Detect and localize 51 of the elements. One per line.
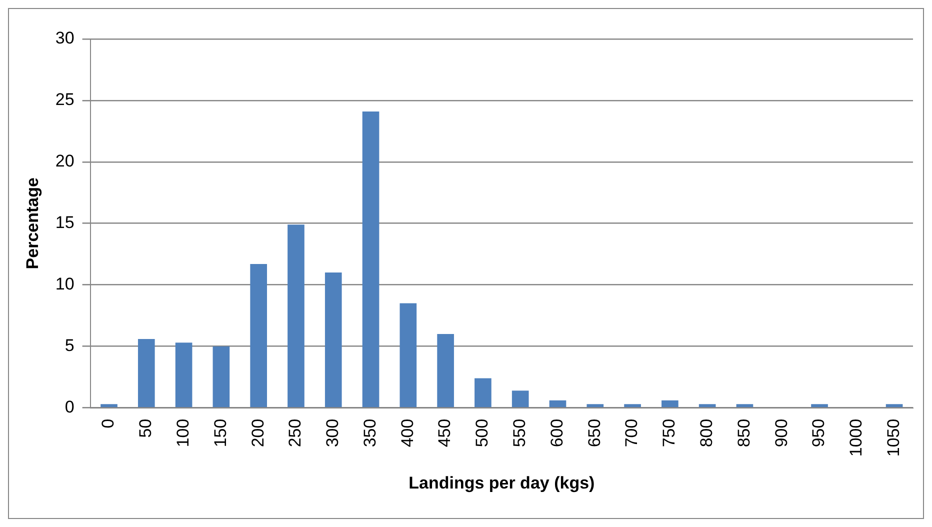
bar — [811, 404, 828, 408]
x-tick-label: 0 — [98, 418, 118, 428]
bar — [212, 346, 230, 408]
x-tick-label: 1000 — [846, 418, 866, 457]
x-tick-label: 150 — [210, 418, 230, 448]
y-tick-label: 10 — [55, 274, 74, 294]
bar — [549, 400, 566, 408]
x-tick-label: 650 — [584, 418, 604, 448]
y-tick-label: 25 — [55, 90, 74, 110]
y-tick-label: 15 — [55, 213, 74, 232]
bar — [698, 404, 716, 408]
x-tick-label: 600 — [547, 418, 566, 448]
x-tick-label: 750 — [660, 418, 679, 448]
x-tick-label: 300 — [323, 418, 342, 448]
x-tick-label: 550 — [510, 418, 530, 448]
x-tick-label: 100 — [173, 418, 192, 448]
bar — [250, 264, 267, 408]
x-tick-label: 400 — [398, 418, 417, 448]
x-tick-label: 700 — [622, 418, 642, 448]
x-tick-label: 500 — [472, 418, 492, 448]
bar — [586, 404, 604, 408]
bar — [175, 342, 192, 408]
bar — [324, 272, 342, 408]
bar — [736, 404, 754, 408]
bar — [288, 224, 304, 408]
y-tick-label: 5 — [64, 336, 74, 356]
x-tick-label: 50 — [136, 418, 156, 438]
bar — [400, 303, 417, 408]
y-tick-label: 30 — [55, 28, 74, 48]
bar — [662, 400, 678, 408]
bar — [138, 338, 155, 408]
x-tick-label: 850 — [734, 418, 754, 448]
x-axis-title: Landings per day (kgs) — [408, 473, 595, 492]
y-tick-label: 0 — [64, 397, 74, 416]
bar — [474, 378, 492, 408]
x-tick-label: 950 — [809, 418, 828, 448]
x-tick-label: 350 — [360, 418, 380, 448]
x-tick-label: 200 — [248, 418, 268, 448]
x-tick-label: 1050 — [884, 418, 903, 457]
bar — [437, 334, 454, 408]
bar — [512, 390, 529, 408]
bar — [886, 404, 903, 408]
bar — [100, 404, 118, 408]
y-tick-label: 20 — [55, 152, 74, 171]
x-tick-label: 450 — [435, 418, 454, 448]
x-tick-label: 250 — [286, 418, 305, 448]
bar — [624, 404, 641, 408]
x-tick-label: 900 — [772, 418, 791, 448]
y-axis-title: Percentage — [22, 178, 42, 270]
x-tick-label: 800 — [697, 418, 716, 448]
bar — [362, 112, 380, 408]
